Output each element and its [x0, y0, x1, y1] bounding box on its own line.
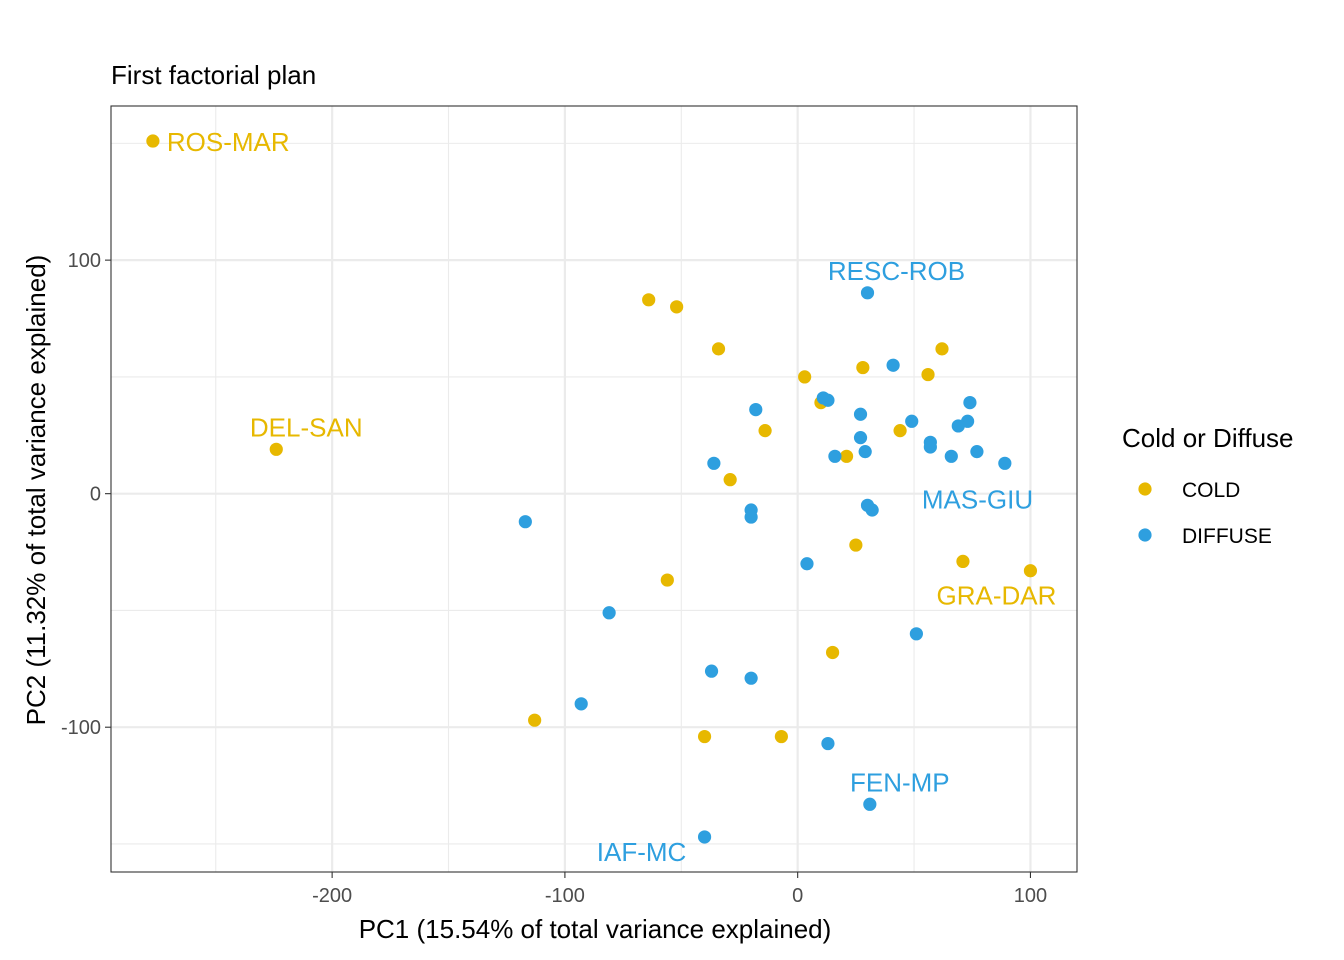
point-label: DEL-SAN	[250, 412, 363, 442]
cold-point	[921, 367, 935, 382]
y-axis: -100 0 100	[61, 250, 111, 739]
point-label: GRA-DAR	[936, 581, 1056, 611]
cold-point	[528, 713, 542, 727]
cold-point	[849, 538, 863, 552]
diffuse-point	[821, 736, 835, 751]
chart-title: First factorial plan	[111, 60, 316, 90]
x-tick-label: 0	[792, 885, 803, 907]
data-points	[146, 134, 1038, 844]
diffuse-point	[749, 402, 763, 417]
x-tick-label: 100	[1014, 885, 1047, 907]
diffuse-point	[707, 456, 721, 470]
diffuse-point	[518, 515, 532, 529]
cold-point	[1023, 564, 1038, 578]
diffuse-point	[860, 286, 875, 300]
x-tick-label: -200	[312, 885, 352, 907]
point-label: MAS-GIU	[922, 484, 1033, 514]
cold-point	[660, 573, 674, 587]
cold-point	[774, 729, 788, 744]
cold-point	[856, 360, 870, 375]
diffuse-point	[886, 358, 900, 372]
cold-point	[670, 300, 684, 314]
legend-entry-label: DIFFUSE	[1182, 525, 1272, 548]
minor-gridlines	[111, 106, 1077, 872]
cold-point	[697, 729, 712, 744]
y-axis-label: PC2 (11.32% of total variance explained)	[21, 255, 51, 726]
panel-border	[110, 105, 1078, 873]
point-label: IAF-MC	[597, 837, 687, 867]
diffuse-point	[853, 431, 868, 445]
y-tick-label: -100	[61, 717, 101, 739]
y-tick-label: 100	[68, 250, 101, 272]
diffuse-point	[951, 419, 965, 433]
x-tick-label: -100	[545, 885, 585, 907]
diffuse-point	[865, 503, 879, 517]
diffuse-point	[800, 557, 814, 571]
legend: Cold or Diffuse COLD DIFFUSE	[1122, 423, 1294, 548]
diffuse-point	[963, 395, 977, 410]
diffuse-point	[858, 445, 872, 459]
legend-title: Cold or Diffuse	[1122, 423, 1294, 453]
cold-legend-key	[1138, 482, 1152, 496]
point-label: ROS-MAR	[167, 127, 290, 157]
diffuse-point	[828, 449, 842, 463]
legend-entry-label: COLD	[1182, 479, 1240, 502]
point-label: FEN-MP	[850, 767, 950, 797]
diffuse-point	[574, 697, 588, 711]
diffuse-point	[744, 671, 758, 685]
legend-keys: COLD DIFFUSE	[1138, 479, 1272, 548]
diffuse-point	[998, 456, 1012, 470]
cold-point	[893, 424, 907, 438]
point-label: RESC-ROB	[828, 256, 965, 286]
diffuse-point	[816, 391, 830, 405]
diffuse-point	[704, 664, 719, 678]
y-tick-label: 0	[90, 484, 101, 506]
cold-point	[269, 442, 283, 456]
plot-panel: ROS-MAR DEL-SAN GRA-DAR RESC-ROB MAS-GIU FEN-…	[110, 105, 1078, 873]
diffuse-point	[744, 510, 758, 524]
cold-point	[723, 473, 737, 487]
cold-point	[825, 645, 840, 660]
panel-background	[111, 106, 1077, 872]
cold-point	[758, 424, 772, 438]
x-axis: -200 -100 0 100	[312, 872, 1047, 907]
cold-point	[956, 554, 970, 568]
diffuse-point	[602, 606, 616, 620]
major-gridlines	[111, 106, 1077, 872]
cold-point	[935, 342, 949, 356]
diffuse-legend-key	[1138, 528, 1152, 542]
cold-point	[798, 370, 812, 384]
point-labels: ROS-MAR DEL-SAN GRA-DAR RESC-ROB MAS-GIU FEN-…	[167, 127, 1057, 867]
cold-point	[642, 293, 656, 307]
diffuse-point	[853, 407, 868, 421]
diffuse-point	[863, 797, 877, 811]
diffuse-point	[909, 627, 923, 641]
diffuse-point	[905, 414, 919, 428]
cold-point	[711, 342, 726, 356]
cold-point	[839, 449, 854, 463]
cold-point	[146, 134, 160, 148]
diffuse-point	[944, 449, 958, 463]
x-axis-label: PC1 (15.54% of total variance explained)	[359, 914, 832, 944]
diffuse-point	[970, 445, 984, 459]
diffuse-point	[697, 830, 712, 844]
diffuse-point	[923, 440, 937, 454]
